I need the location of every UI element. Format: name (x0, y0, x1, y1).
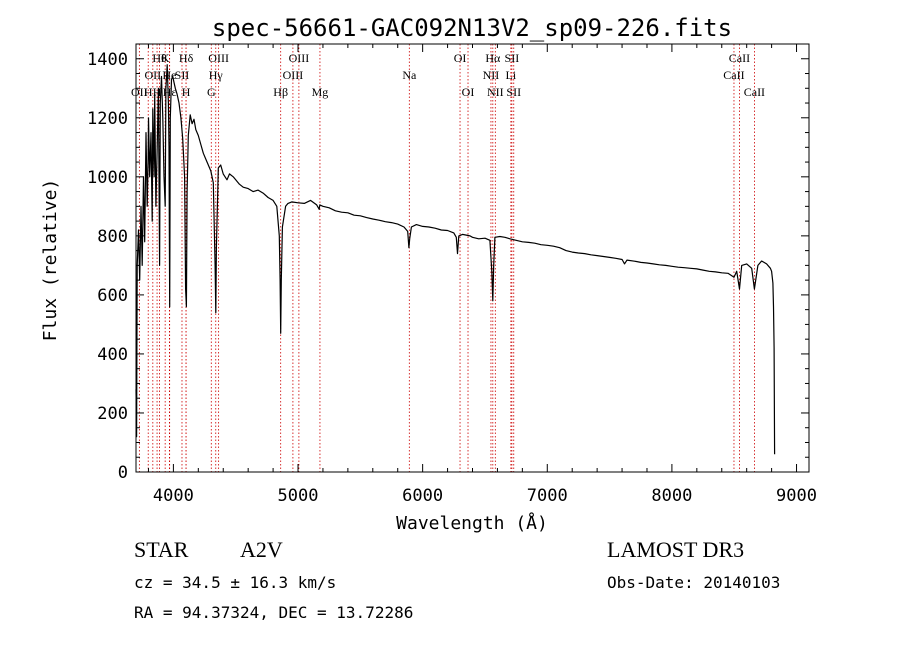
plot-frame (135, 43, 810, 473)
line-marker-label-23: NII (487, 85, 504, 99)
observation-date: Obs-Date: 20140103 (607, 573, 781, 592)
x-tick-label-5000: 5000 (278, 486, 319, 506)
redshift-velocity: cz = 34.5 ± 16.3 km/s (134, 573, 337, 592)
line-marker-label-19: OI (454, 51, 467, 65)
y-tick-label-0: 0 (118, 463, 128, 483)
line-marker-label-22: Hα (485, 51, 501, 65)
object-class: STAR (134, 537, 189, 562)
line-marker-label-12: Hγ (209, 68, 224, 82)
y-tick-label-200: 200 (97, 404, 128, 424)
x-tick-label-8000: 8000 (651, 486, 692, 506)
coordinates: RA = 94.37324, DEC = 13.72286 (134, 603, 414, 622)
x-tick-label-9000: 9000 (776, 486, 817, 506)
line-marker-label-29: CaII (744, 85, 765, 99)
spectrum-line (135, 64, 776, 455)
line-marker-label-24: Li (506, 68, 517, 82)
object-subclass: A2V (240, 537, 283, 562)
y-tick-label-1000: 1000 (87, 168, 128, 188)
y-tick-label-600: 600 (97, 286, 128, 306)
y-tick-label-400: 400 (97, 345, 128, 365)
line-marker-label-9: Hδ (179, 51, 194, 65)
chart-title: spec-56661-GAC092N13V2_sp09-226.fits (212, 14, 732, 42)
x-tick-label-6000: 6000 (402, 486, 443, 506)
y-axis: 0 200 400 600 800 1000 1200 1400 (87, 43, 809, 483)
line-marker-label-14: Hβ (273, 85, 288, 99)
x-tick-label-4000: 4000 (153, 486, 194, 506)
line-marker-label-8: SII (175, 68, 190, 82)
line-marker-label-25: SII (505, 51, 520, 65)
line-marker-label-3: H (153, 85, 162, 99)
line-marker-label-15: OIII (283, 68, 304, 82)
line-marker-label-5: K (161, 51, 170, 65)
line-marker-label-27: CaII (723, 68, 744, 82)
line-marker-label-18: Na (402, 68, 417, 82)
line-marker-label-16: OIII (289, 51, 310, 65)
x-axis-label: Wavelength (Å) (396, 512, 548, 534)
y-tick-label-800: 800 (97, 227, 128, 247)
line-marker-label-11: G (207, 85, 216, 99)
line-marker-label-1: H (144, 85, 153, 99)
y-tick-label-1400: 1400 (87, 50, 128, 70)
line-marker-label-0: OII (131, 85, 148, 99)
x-tick-label-7000: 7000 (527, 486, 568, 506)
line-marker-label-17: Mg (312, 85, 329, 99)
line-marker-label-10: H (182, 85, 191, 99)
line-marker-label-2: OII (144, 68, 161, 82)
line-marker-label-26: SII (506, 85, 521, 99)
y-tick-label-1200: 1200 (87, 109, 128, 129)
line-marker-label-20: OI (462, 85, 475, 99)
emission-line-markers (138, 44, 755, 472)
line-marker-label-28: CaII (729, 51, 750, 65)
survey-name: LAMOST DR3 (607, 537, 745, 562)
line-marker-label-4: Hθ (152, 51, 167, 65)
line-marker-label-13: OIII (208, 51, 229, 65)
line-marker-label-21: NII (483, 68, 500, 82)
y-axis-label: Flux (relative) (40, 179, 61, 342)
x-axis: 4000 5000 6000 7000 8000 9000 (147, 44, 817, 506)
